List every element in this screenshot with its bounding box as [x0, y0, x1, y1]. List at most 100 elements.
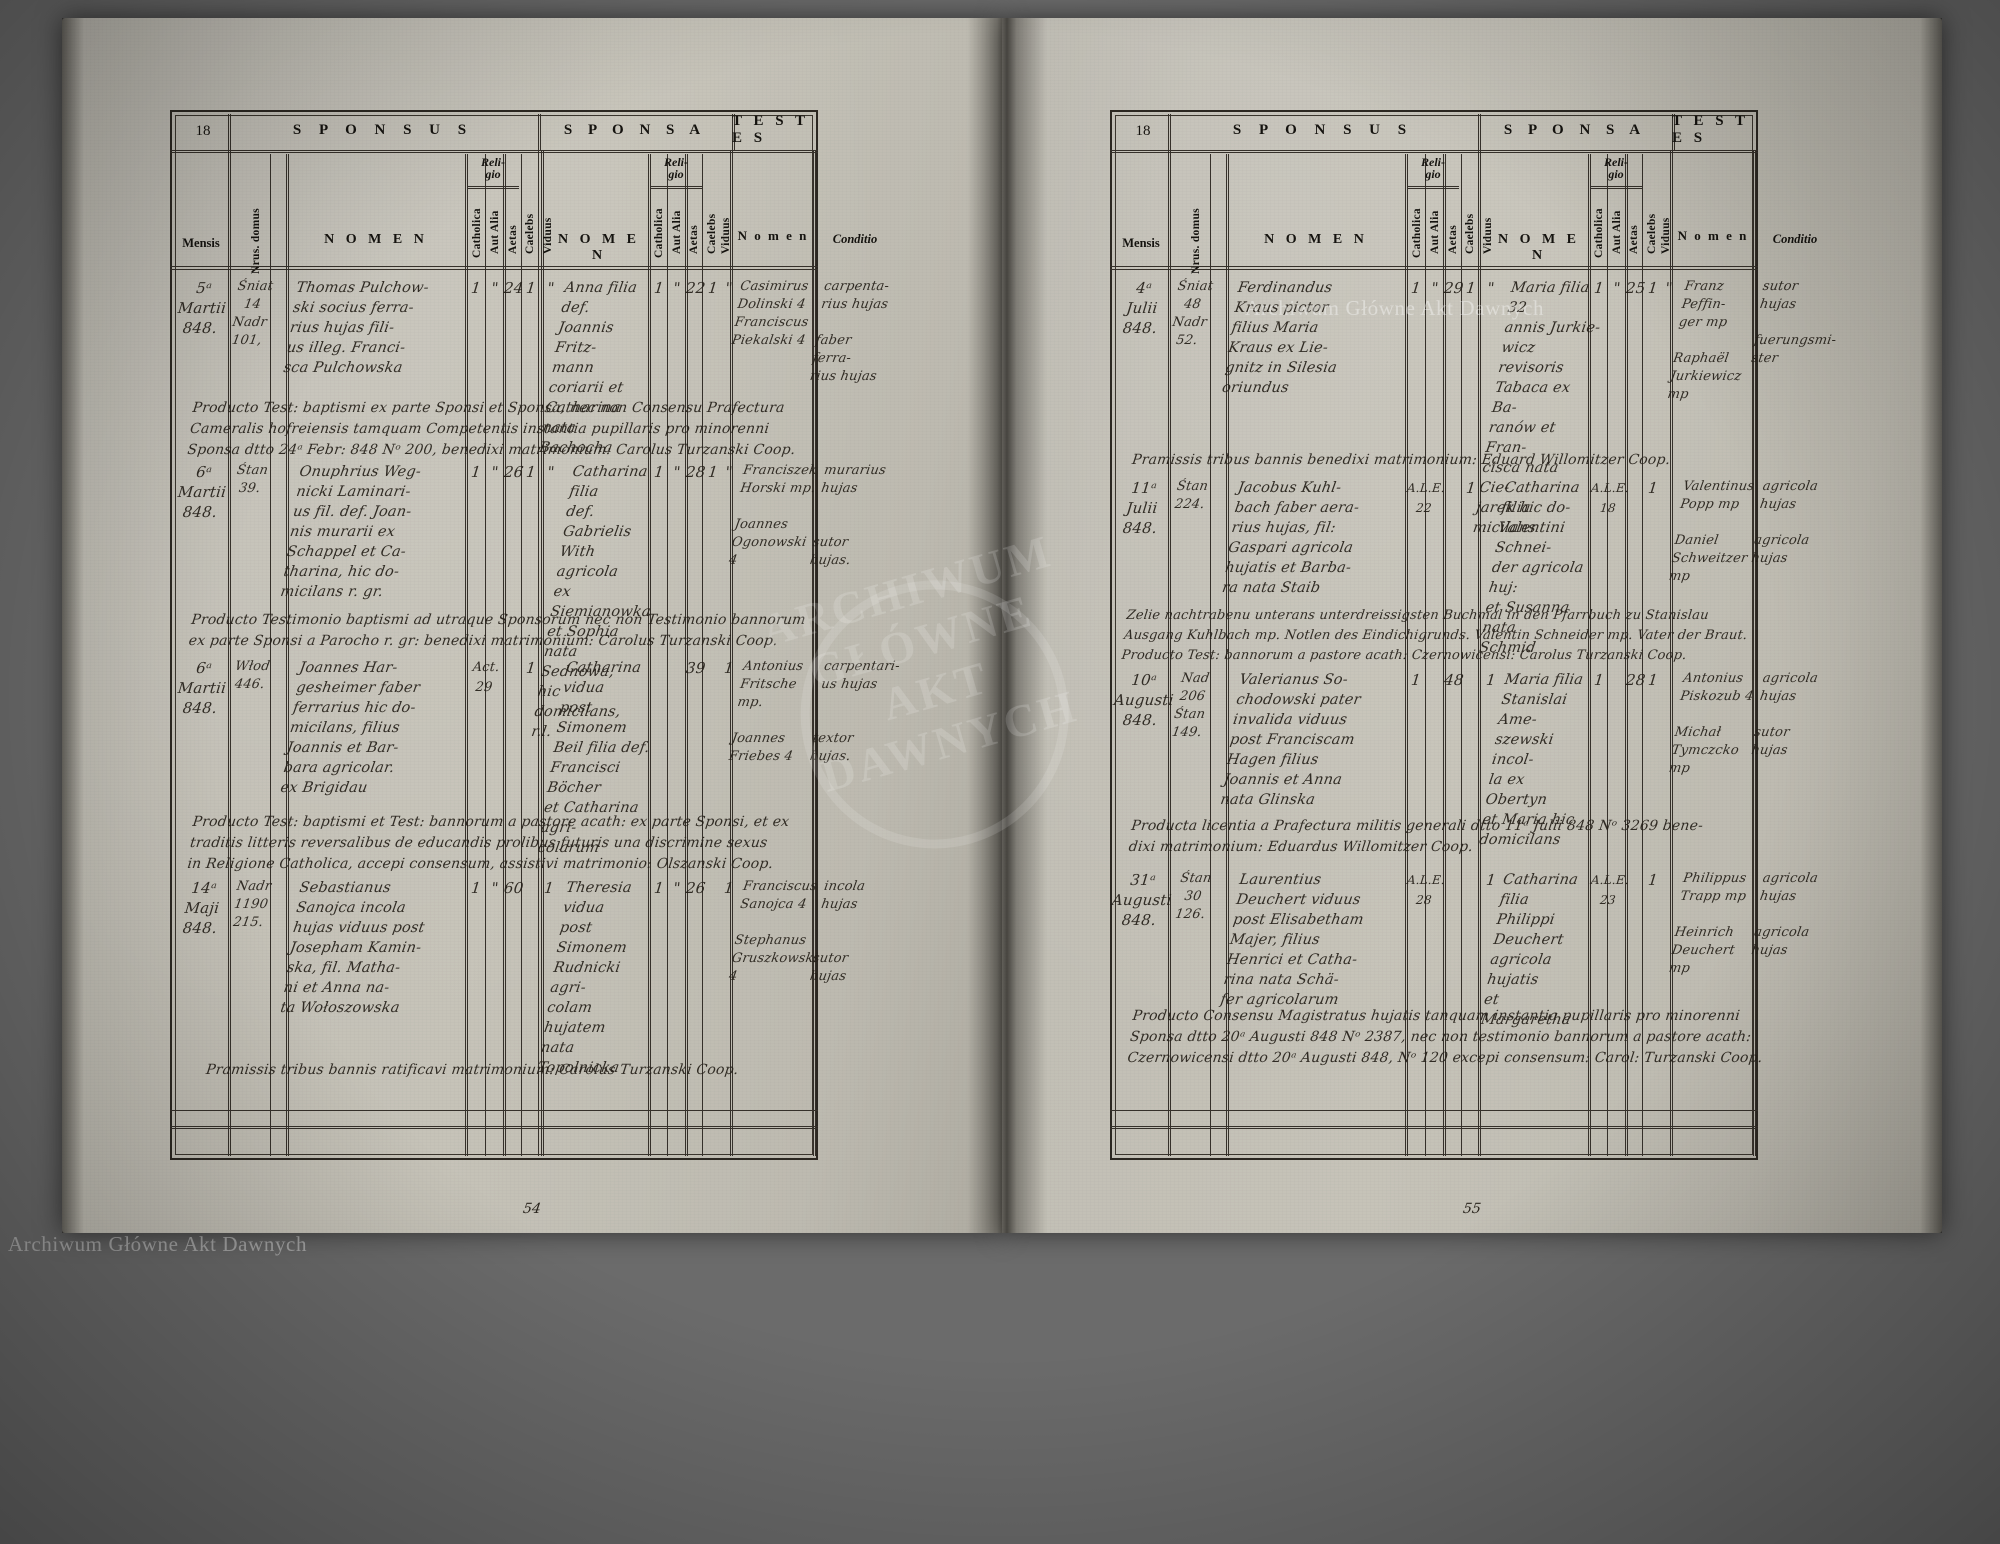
religio-rule-sponsus-left [467, 186, 519, 189]
cell-sponsa-aetas-r4-left: 26 [685, 879, 707, 897]
note-4-left: Pramissis tribus bannis ratificavi matri… [205, 1062, 740, 1078]
folio-number-right: 18 [1135, 122, 1151, 139]
body-bottom-rule-left [170, 1110, 818, 1111]
cell-sponsus-catholica-r4-left: 1 [470, 879, 482, 897]
paper-grain-right [1002, 18, 1942, 1233]
cell-sponsus-aetas-r4-left: 60 [503, 879, 525, 897]
cell-testes-conditio-r4-right: agricola hujas agricola hujas [1750, 871, 1820, 958]
cell-sponsus-viduus-r3-right: 1 [1485, 671, 1497, 689]
table-bottom-rule-right [1110, 1126, 1758, 1129]
note-3-right: Producta licentia a Prafectura militis g… [1127, 818, 1705, 855]
col-label-nomen-sponsa-right: N O M E N [1497, 232, 1581, 263]
col-sep-sponsa-religio-left [648, 154, 651, 1156]
left-page: 18 S P O N S U S S P O N S A T E S T E S [62, 18, 1002, 1233]
cell-sponsa-catholica-r4-right: A.L.E. 23 [1590, 873, 1634, 907]
col-label-alia-sponsus-left: Aut Alia [489, 210, 501, 254]
cell-sponsa-alia-r2-left: " [672, 463, 682, 481]
col-sep-sponsa-viduus-right [1670, 150, 1673, 1156]
col-label-catholica-sponsus-left: Catholica [471, 208, 483, 258]
cell-sponsa-catholica-r2-left: 1 [653, 463, 665, 481]
religio-line-2d: gio [1608, 167, 1624, 181]
cell-mensis-r1-right: 4ᵃ Julii 848. [1121, 279, 1159, 337]
cell-mensis-r2-left: 6ᵃ Martii 848. [176, 463, 228, 521]
cell-sponsus-caelebs-r1-left: 1 [525, 279, 537, 297]
religio-line-2c: gio [1425, 167, 1441, 181]
group-header-sponsus-left: S P O N S U S [292, 121, 474, 138]
cell-mensis-r2-right: 11ᵃ Julii 848. [1121, 479, 1159, 537]
cell-sponsus-catholica-r1-right: 1 [1410, 279, 1422, 297]
group-header-testes-right: T E S T E S [1672, 113, 1749, 146]
col-label-catholica-sponsus-right: Catholica [1411, 208, 1423, 258]
cell-sponsa-viduus-r1-right: " [1664, 279, 1674, 297]
col-sep-alia-right [1443, 154, 1446, 1156]
cell-sponsa-viduus-r4-left: 1 [723, 879, 735, 897]
col-sep-sponsa-alia-right [1625, 154, 1628, 1156]
religio-caption-sponsa-left: Reli- gio [650, 156, 702, 180]
col-sep-religio-right [1405, 154, 1408, 1156]
col-sep-catholica-right [1425, 154, 1426, 1156]
cell-testes-conditio-r1-right: sutor hujas fuerungsmi- ster [1750, 279, 1838, 366]
cell-domus-r4-left: Nadr 1190 215. [232, 879, 273, 930]
col-label-aetas-sponsa-left: Aetas [688, 225, 700, 254]
cell-sponsus-nomen-r2-left: Onuphrius Weg- nicki Laminari- us fil. d… [279, 464, 423, 600]
page-number-left: 54 [521, 1201, 543, 1217]
cell-sponsus-catholica-r3-left: Act. 29 [471, 660, 505, 695]
cell-sponsa-catholica-r1-right: 1 [1593, 279, 1605, 297]
col-sep-mensis-right [1168, 150, 1171, 1156]
cell-sponsus-alia-r4-left: " [490, 879, 500, 897]
folio-divider-left [228, 114, 231, 150]
col-label-caelebs-sponsa-left: Caelebs [706, 213, 718, 254]
col-sep-sponsa-aetas-right [1642, 154, 1643, 1156]
cell-mensis-r3-right: 10ᵃ Augusti 848. [1113, 671, 1175, 729]
header-bottom-rule-left [170, 266, 818, 267]
sponsa-testes-divider-left [732, 114, 735, 150]
cell-sponsa-viduus-r2-left: " [724, 463, 734, 481]
cell-sponsus-catholica-r2-right: A.L.E. 22 [1406, 481, 1450, 515]
cell-sponsus-catholica-r3-right: 1 [1410, 671, 1422, 689]
col-label-aetas-sponsus-right: Aetas [1447, 225, 1459, 254]
col-sep-sponsa-alia-left [685, 154, 688, 1156]
header-band-rule-right [1110, 150, 1758, 153]
col-label-testes-nomen-right: N o m e n [1677, 228, 1749, 243]
cell-sponsus-nomen-r4-left: Sebastianus Sanojca incola hujas viduus … [279, 880, 426, 1016]
cell-sponsus-caelebs-r1-right: 1 [1465, 279, 1477, 297]
cell-testes-conditio-r2-right: agricola hujas agricola hujas [1750, 479, 1820, 566]
cell-sponsus-alia-r1-right: " [1430, 279, 1440, 297]
cell-sponsus-aetas-r3-right: 48 [1443, 671, 1465, 689]
cell-sponsa-aetas-r2-left: 28 [685, 463, 707, 481]
religio-caption-sponsus-right: Reli- gio [1407, 156, 1459, 180]
cell-sponsa-catholica-r2-right: A.L.E. 18 [1590, 481, 1634, 515]
left-register-table: 18 S P O N S U S S P O N S A T E S T E S [170, 110, 901, 1160]
col-sep-sponsa-religio-right [1588, 154, 1591, 1156]
col-label-alia-sponsa-left: Aut Alia [671, 210, 683, 254]
cell-sponsus-viduus-r1-right: " [1486, 279, 1496, 297]
col-sep-alia-left [503, 154, 506, 1156]
col-sep-mensis-left [228, 150, 231, 1156]
note-1-right: Pramissis tribus bannis benedixi matrimo… [1131, 452, 1672, 468]
cell-sponsa-catholica-r3-right: 1 [1593, 671, 1605, 689]
col-label-caelebs-sponsus-left: Caelebs [524, 213, 536, 254]
book-gutter-shadow [967, 18, 1047, 1233]
right-register-table: 18 S P O N S U S S P O N S A T E S T E S [1110, 110, 1837, 1160]
religio-rule-sponsa-left [650, 186, 702, 189]
group-header-sponsa-left: S P O N S A [563, 121, 707, 138]
cell-mensis-r1-left: 5ᵃ Martii 848. [176, 279, 228, 337]
col-label-testes-nomen-left: N o m e n [737, 228, 809, 243]
cell-sponsus-nomen-r1-left: Thomas Pulchow- ski socius ferra- rius h… [282, 280, 431, 376]
note-2-right: Zelie nachtrabenu unterans unterdreissig… [1120, 608, 1749, 663]
col-sep-domus-right [1210, 154, 1211, 1156]
cell-sponsus-caelebs-r3-left: 1 [525, 659, 537, 677]
cell-sponsus-nomen-r4-right: Laurentius Deuchert viduus post Elisabet… [1219, 872, 1365, 1008]
cell-sponsa-aetas-r3-left: 39 [685, 659, 707, 677]
sponsus-sponsa-divider-right [1478, 114, 1481, 150]
cell-domus-r4-right: Śtan 30 126. [1174, 871, 1217, 922]
cell-sponsus-aetas-r2-left: 26 [503, 463, 525, 481]
cell-sponsus-caelebs-r2-right: 1 [1465, 479, 1477, 497]
page-number-right: 55 [1461, 1201, 1483, 1217]
col-sep-caelebs-right [1478, 150, 1481, 1156]
col-sep-sponsa-aetas-left [702, 154, 703, 1156]
religio-caption-sponsus-left: Reli- gio [467, 156, 519, 180]
body-bottom-rule-right [1110, 1110, 1758, 1111]
cell-sponsus-nomen-r2-right: Jacobus Kuhl- bach faber aera- rius huja… [1220, 480, 1361, 596]
cell-sponsus-aetas-r1-right: 29 [1443, 279, 1465, 297]
